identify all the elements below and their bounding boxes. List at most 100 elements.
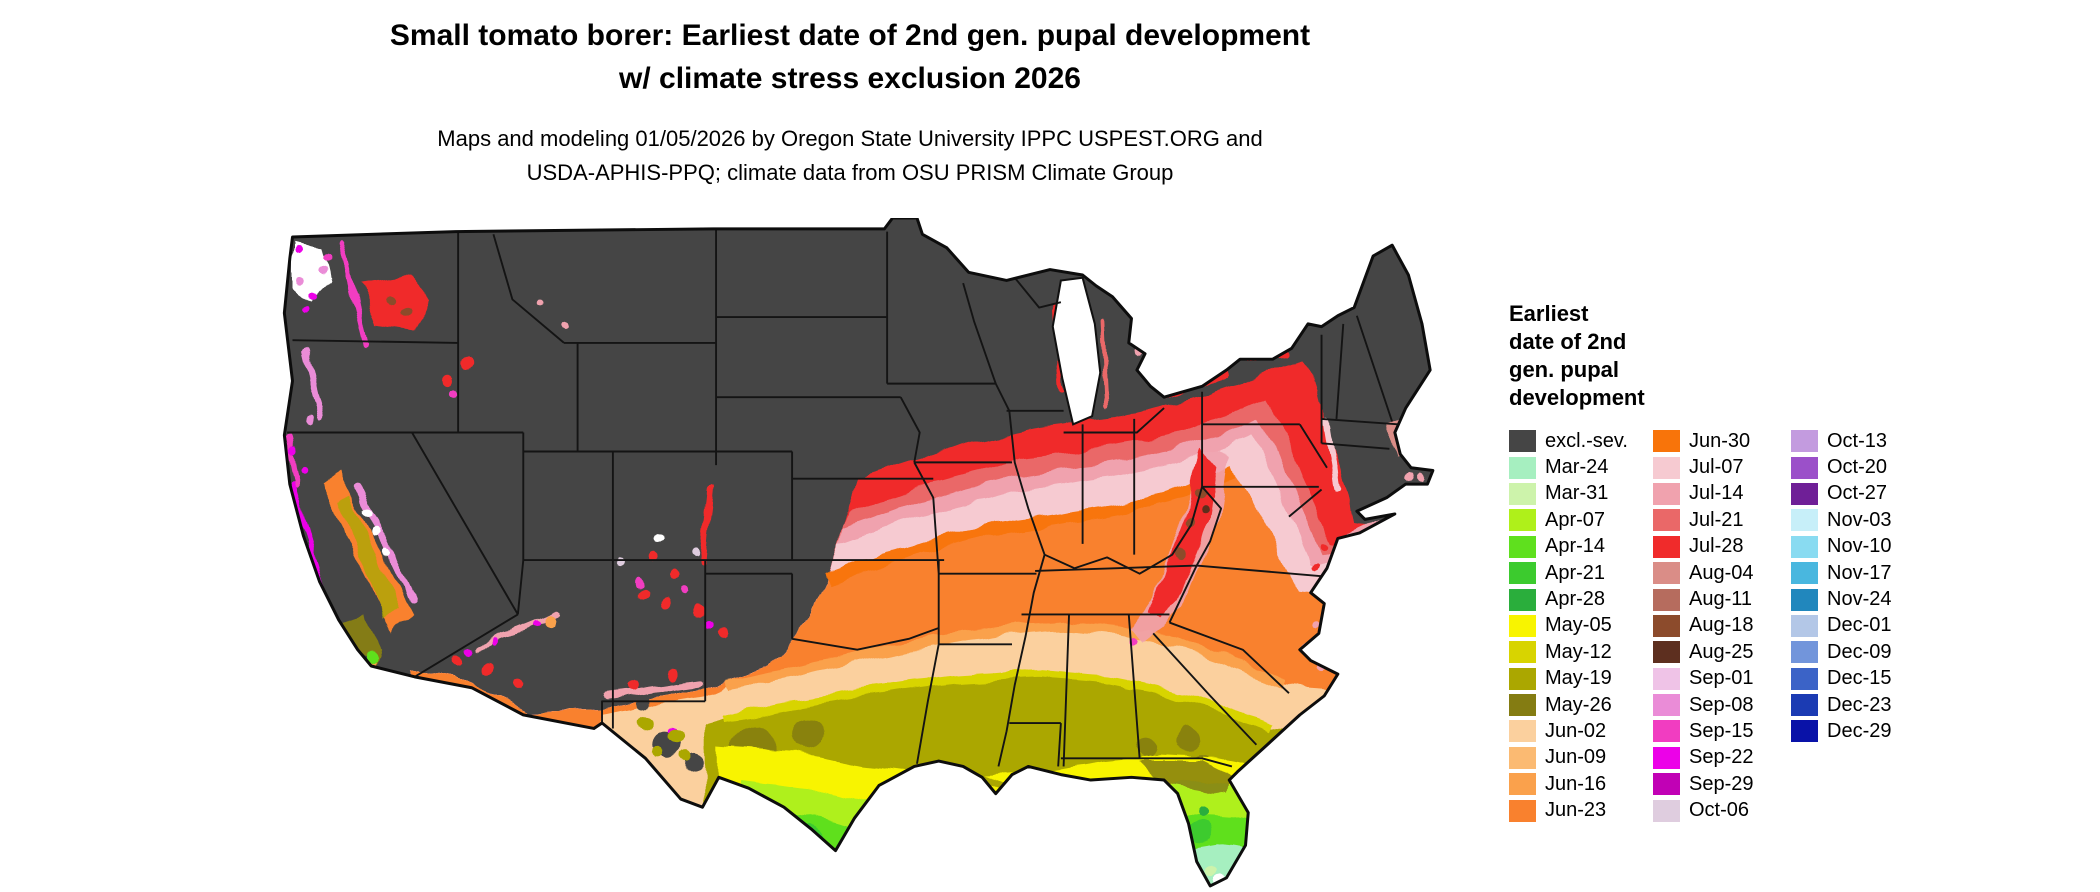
legend-row: Dec-09	[1791, 639, 1941, 665]
legend-title-line: development	[1509, 385, 1645, 410]
legend-row: Dec-15	[1791, 666, 1941, 692]
legend-label: Apr-21	[1545, 561, 1606, 584]
legend-label: Jun-09	[1545, 746, 1607, 769]
legend-label: Jul-07	[1689, 456, 1744, 479]
legend-label: Dec-09	[1827, 640, 1892, 663]
legend-label: Dec-23	[1827, 693, 1892, 716]
legend-label: Aug-11	[1689, 588, 1753, 611]
zone-wa-snow	[292, 242, 331, 303]
legend-row: Jun-23	[1509, 797, 1659, 823]
legend-row: Nov-10	[1791, 534, 1941, 560]
zone-green-band	[767, 809, 1433, 886]
legend-swatch	[1509, 588, 1536, 611]
legend-row: Apr-28	[1509, 586, 1659, 612]
zone-wa-red	[360, 275, 431, 333]
legend-label: Dec-29	[1827, 719, 1892, 742]
legend-swatch	[1509, 456, 1536, 479]
legend-row: Oct-06	[1653, 797, 1803, 823]
legend-label: Aug-18	[1689, 614, 1754, 637]
legend-swatch	[1653, 773, 1680, 796]
legend-row: May-26	[1509, 692, 1659, 718]
legend-swatch	[1653, 720, 1680, 743]
legend-row: Apr-14	[1509, 534, 1659, 560]
legend-label: Apr-07	[1545, 508, 1606, 531]
us-outline	[282, 218, 1435, 888]
legend-label: May-05	[1545, 614, 1612, 637]
legend-swatch	[1509, 641, 1536, 664]
legend-row: Aug-18	[1653, 613, 1803, 639]
zone-palegreen-band	[1185, 845, 1433, 886]
zone-snow-dots	[363, 506, 1224, 885]
legend-label: Sep-01	[1689, 667, 1754, 690]
legend-row: Aug-11	[1653, 586, 1803, 612]
legend-row: Dec-23	[1791, 692, 1941, 718]
legend-row: Jul-14	[1653, 481, 1803, 507]
legend-row: Jul-28	[1653, 534, 1803, 560]
legend-swatch	[1653, 746, 1680, 769]
legend-label: Jun-23	[1545, 799, 1607, 822]
legend-label: Sep-08	[1689, 693, 1754, 716]
legend-row: Oct-27	[1791, 481, 1941, 507]
legend-label: Jul-28	[1689, 535, 1744, 558]
legend-row: Jun-30	[1653, 428, 1803, 454]
legend-swatch	[1791, 482, 1818, 505]
legend-swatch	[1653, 588, 1680, 611]
zone-ca-valley-olive	[338, 494, 399, 620]
legend-swatch	[1653, 694, 1680, 717]
subtitle-line-1: Maps and modeling 01/05/2026 by Oregon S…	[437, 126, 1263, 151]
legend-row: May-12	[1509, 639, 1659, 665]
legend-column-1: excl.-sev. Mar-24 Mar-31 Apr-07 Apr-14 Apr-21…	[1509, 428, 1659, 824]
legend-row: Sep-01	[1653, 666, 1803, 692]
legend-label: May-26	[1545, 693, 1612, 716]
legend-swatch	[1791, 667, 1818, 690]
zone-orchid-dots	[296, 268, 327, 426]
zone-jun16-stripe	[728, 620, 1286, 690]
legend-label: Nov-24	[1827, 588, 1892, 611]
legend-row: Apr-21	[1509, 560, 1659, 586]
zone-fl-khaki	[1136, 761, 1235, 794]
legend-label: Mar-31	[1545, 482, 1609, 505]
legend-swatch	[1791, 588, 1818, 611]
legend-row: Nov-03	[1791, 507, 1941, 533]
legend-label: Apr-28	[1545, 588, 1606, 611]
legend-column-2: Jun-30 Jul-07 Jul-14 Jul-21 Jul-28 Aug-04 Aug-…	[1653, 428, 1803, 824]
legend-label: Dec-01	[1827, 614, 1892, 637]
legend-swatch	[1509, 562, 1536, 585]
legend-row: Aug-04	[1653, 560, 1803, 586]
legend-swatch	[1653, 535, 1680, 558]
legend-swatch	[1791, 430, 1818, 453]
legend-label: Jun-16	[1545, 772, 1607, 795]
legend-label: Nov-10	[1827, 535, 1892, 558]
legend-swatch	[1509, 482, 1536, 505]
legend-swatch	[1791, 641, 1818, 664]
legend-row: Oct-13	[1791, 428, 1941, 454]
legend-swatch	[1509, 535, 1536, 558]
state-borders	[287, 228, 1399, 768]
legend-swatch	[1653, 641, 1680, 664]
zone-apr21-blobs	[794, 819, 1215, 851]
legend-row: Sep-29	[1653, 771, 1803, 797]
legend-row: Mar-31	[1509, 481, 1659, 507]
legend-label: Oct-20	[1827, 456, 1888, 479]
legend-row: Jul-21	[1653, 507, 1803, 533]
legend-swatch	[1653, 614, 1680, 637]
legend-row: Sep-08	[1653, 692, 1803, 718]
us-map	[282, 218, 1435, 888]
legend-label: Jul-14	[1689, 482, 1744, 505]
legend-label: Nov-17	[1827, 561, 1892, 584]
legend-title-line: gen. pupal	[1509, 357, 1619, 382]
legend-row: Sep-15	[1653, 718, 1803, 744]
legend-swatch	[1791, 720, 1818, 743]
zone-apr28-dots	[1196, 804, 1208, 816]
legend-row: Jul-07	[1653, 454, 1803, 480]
legend-swatch	[1509, 720, 1536, 743]
legend-label: Oct-06	[1689, 799, 1750, 822]
legend-row: Jun-16	[1509, 771, 1659, 797]
title-line-2: w/ climate stress exclusion 2026	[619, 62, 1081, 95]
zone-red-dots	[444, 359, 1329, 691]
legend-label: Oct-13	[1827, 429, 1888, 452]
legend-swatch	[1509, 773, 1536, 796]
zone-darkbrown-dots	[1200, 507, 1209, 516]
page-title: Small tomato borer: Earliest date of 2nd…	[0, 14, 1700, 100]
legend-row: Sep-22	[1653, 745, 1803, 771]
